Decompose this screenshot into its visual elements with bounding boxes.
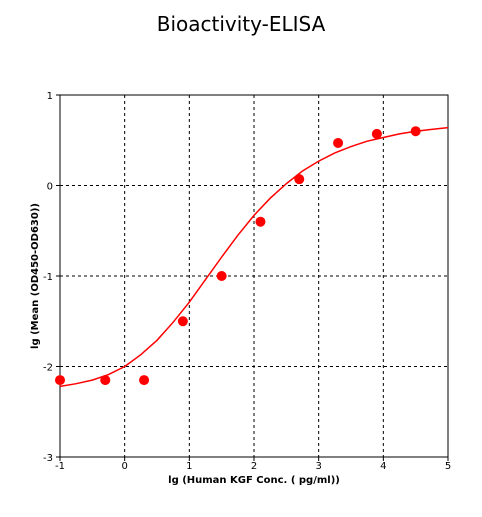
x-tick-label: 2 <box>251 461 257 472</box>
data-point <box>177 316 188 327</box>
x-tick-label: 3 <box>315 461 321 472</box>
x-tick-label: 0 <box>121 461 127 472</box>
x-tick-label: 4 <box>380 461 386 472</box>
data-point <box>55 375 65 386</box>
y-axis-label: lg (Mean (OD450-OD630)) <box>30 203 41 349</box>
data-point <box>139 375 150 386</box>
x-tick-label: 5 <box>445 461 451 472</box>
data-point <box>216 271 227 281</box>
fit-curve-layer <box>59 126 449 388</box>
grid-lines <box>60 95 448 457</box>
data-point <box>100 375 111 386</box>
data-point <box>371 128 382 139</box>
axis-ticks: -1 0 1 2 3 4 5 -3 -2 -1 0 1 <box>43 91 451 472</box>
y-tick-label: -3 <box>43 453 53 464</box>
data-point <box>255 216 266 227</box>
x-tick-label: 1 <box>186 461 192 472</box>
y-tick-label: 0 <box>47 182 53 193</box>
y-tick-label: -1 <box>43 272 53 283</box>
data-point <box>294 174 305 185</box>
x-tick-label: -1 <box>55 461 65 472</box>
data-points-layer <box>55 126 421 386</box>
data-point <box>333 137 344 148</box>
fit-curve <box>59 126 449 388</box>
data-point <box>410 126 421 137</box>
x-axis-label: lg (Human KGF Conc. ( pg/ml)) <box>168 475 340 486</box>
chart-title: Bioactivity-ELISA <box>156 12 326 36</box>
y-tick-label: -2 <box>43 363 53 374</box>
y-tick-label: 1 <box>47 91 53 102</box>
